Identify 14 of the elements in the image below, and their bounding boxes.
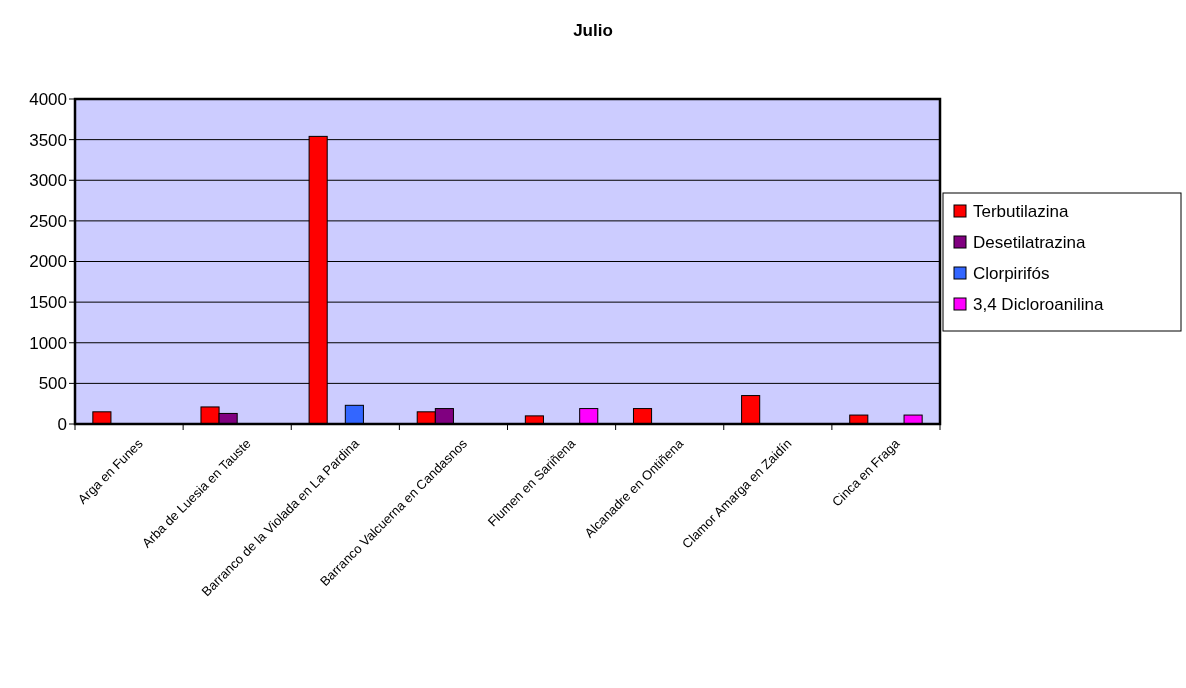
y-tick-label: 500: [38, 374, 67, 394]
y-tick-label: 2500: [29, 211, 67, 231]
y-tick-label: 0: [57, 414, 67, 434]
y-tick-label: 1000: [29, 333, 67, 353]
y-tick-label: 2000: [29, 252, 67, 272]
legend-label: Terbutilazina: [973, 201, 1069, 221]
legend-label: 3,4 Dicloroanilina: [973, 294, 1104, 314]
chart-title: Julio: [573, 21, 613, 40]
y-tick-label: 3500: [29, 130, 67, 150]
y-tick-label: 3000: [29, 171, 67, 191]
legend-label: Desetilatrazina: [973, 232, 1086, 252]
y-tick-label: 1500: [29, 293, 67, 313]
y-tick-label: 4000: [29, 89, 67, 109]
legend-label: Clorpirifós: [973, 263, 1050, 283]
